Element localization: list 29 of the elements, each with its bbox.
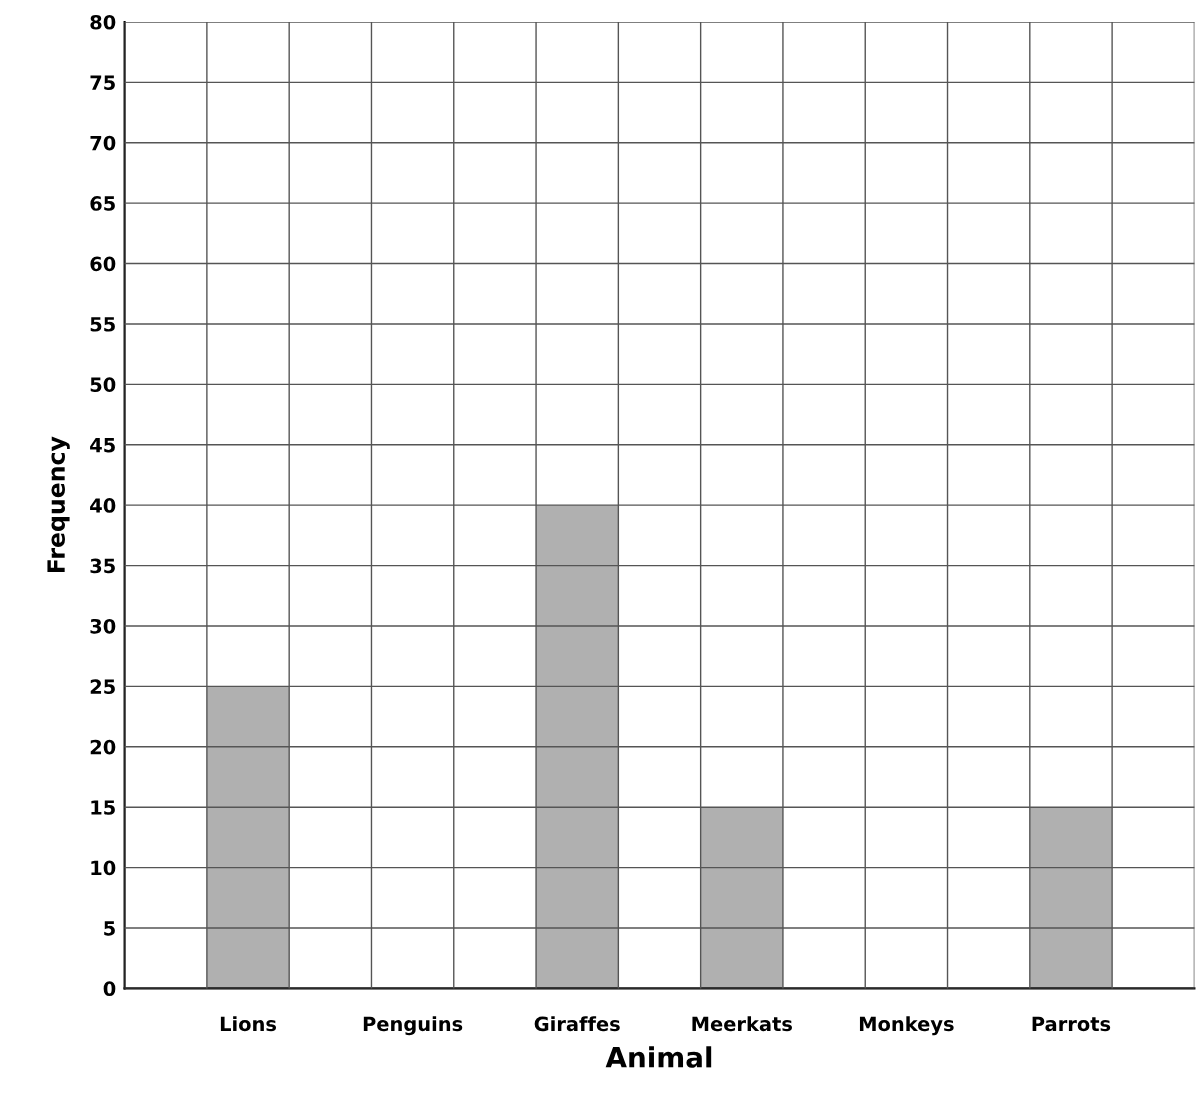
- y-tick-label: 30: [90, 618, 116, 634]
- bar: [700, 807, 783, 989]
- y-tick-label: 65: [90, 196, 115, 211]
- y-tick-label: 0: [103, 981, 116, 997]
- y-tick-label: 15: [91, 800, 115, 815]
- x-tick-label: Penguins: [363, 1016, 463, 1036]
- bar: [206, 686, 290, 989]
- x-tick-label: Monkeys: [859, 1016, 954, 1036]
- y-tick-label: 70: [90, 135, 116, 151]
- x-tick-label: Lions: [220, 1016, 277, 1032]
- y-tick-label: 75: [90, 75, 115, 91]
- y-tick-label: 50: [90, 377, 116, 393]
- y-tick-label: 55: [90, 317, 115, 332]
- x-tick-label: Meerkats: [692, 1016, 792, 1032]
- x-axis-title: Animal: [605, 1046, 712, 1068]
- x-tick-label: Parrots: [1032, 1016, 1111, 1032]
- y-tick-label: 40: [90, 498, 116, 513]
- y-axis-title: Frequency: [47, 436, 70, 573]
- y-tick-label: 20: [90, 739, 116, 755]
- bar: [536, 505, 619, 989]
- y-tick-label: 10: [91, 860, 116, 876]
- y-tick-label: 60: [90, 256, 116, 272]
- y-tick-label: 80: [90, 14, 116, 30]
- x-tick-label: Giraffes: [534, 1016, 620, 1032]
- y-tick-label: 45: [90, 437, 115, 453]
- bar: [1029, 807, 1113, 989]
- y-tick-label: 25: [90, 679, 115, 695]
- y-tick-label: 35: [90, 558, 115, 574]
- y-tick-label: 5: [104, 921, 115, 936]
